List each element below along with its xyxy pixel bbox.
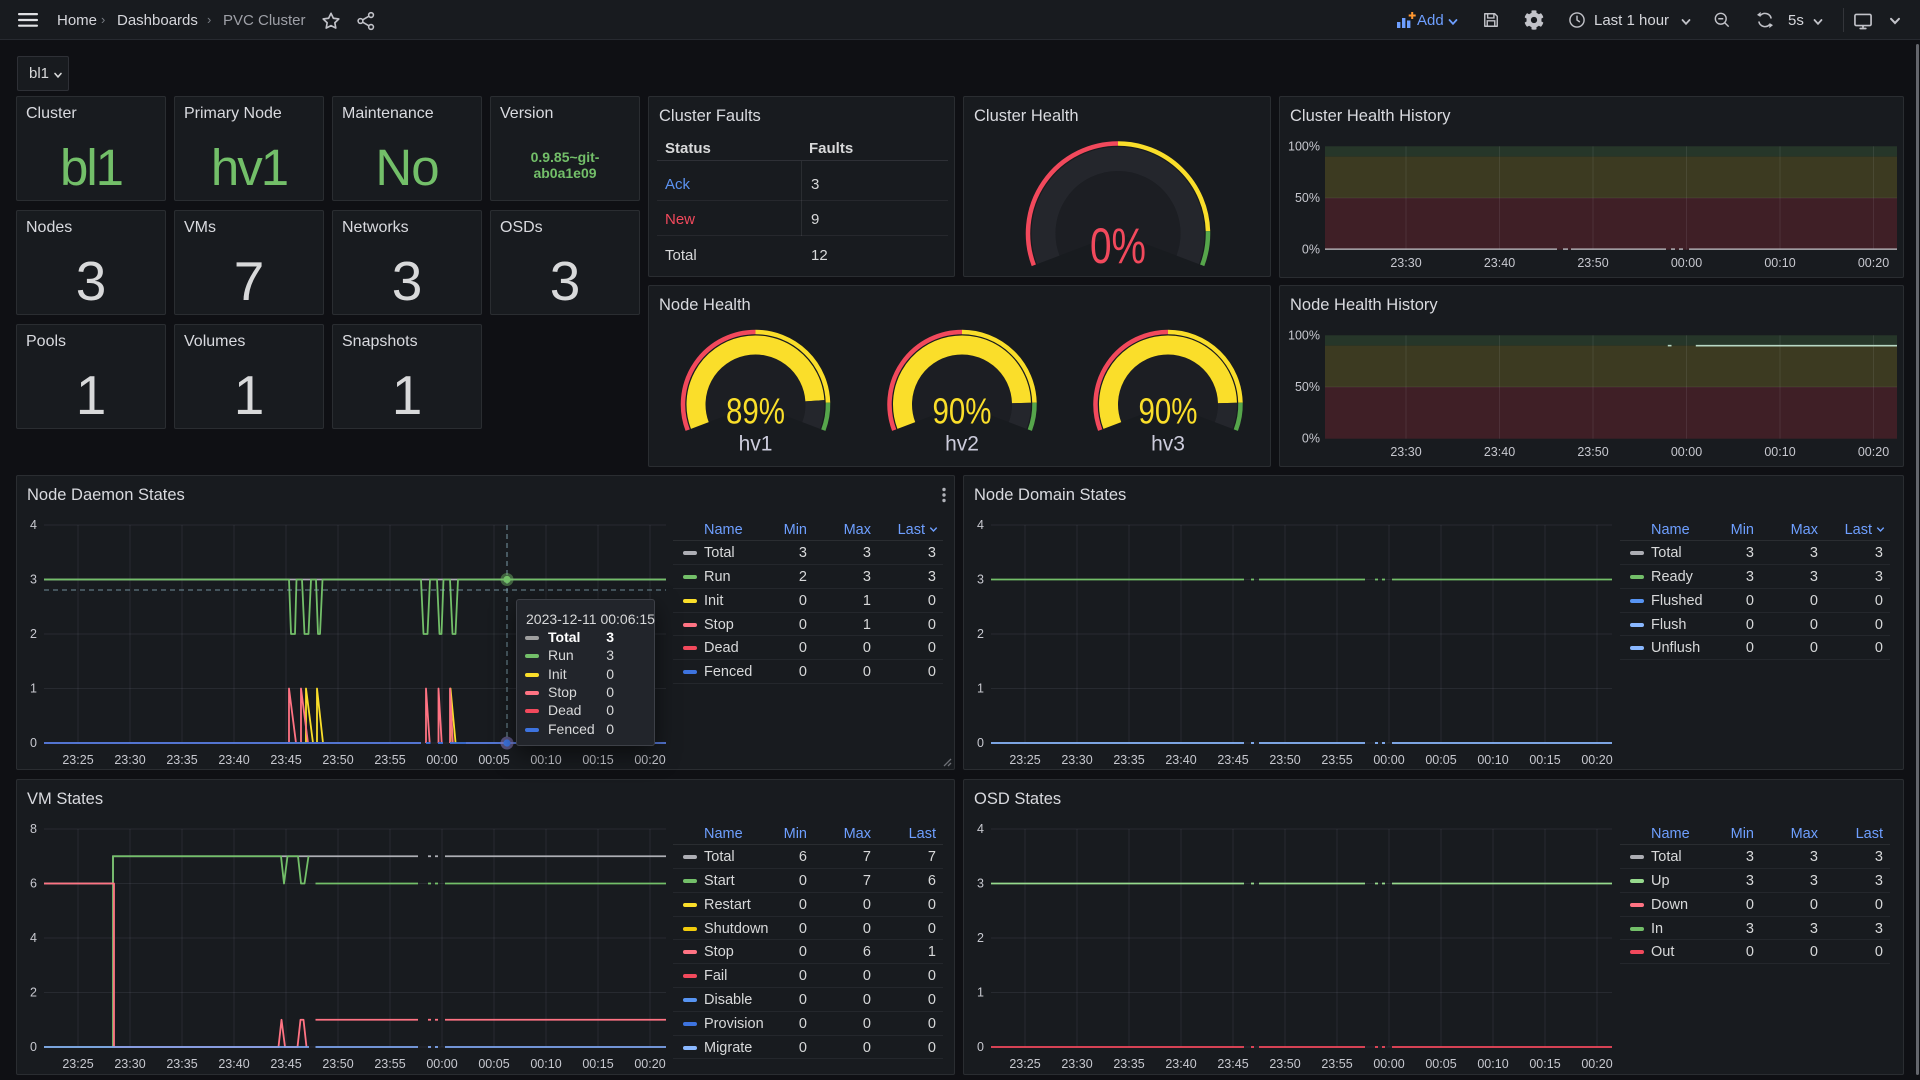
svg-text:23:40: 23:40 xyxy=(218,753,249,767)
svg-text:00:05: 00:05 xyxy=(1425,1057,1456,1071)
svg-text:23:25: 23:25 xyxy=(62,753,93,767)
svg-text:00:05: 00:05 xyxy=(478,753,509,767)
svg-text:0: 0 xyxy=(977,1040,984,1054)
svg-text:0%: 0% xyxy=(1302,243,1320,257)
svg-text:00:20: 00:20 xyxy=(634,1057,665,1071)
svg-text:23:50: 23:50 xyxy=(1577,445,1608,459)
svg-text:23:50: 23:50 xyxy=(1269,753,1300,767)
svg-text:23:40: 23:40 xyxy=(1484,445,1515,459)
svg-text:23:35: 23:35 xyxy=(166,1057,197,1071)
svg-text:23:40: 23:40 xyxy=(1484,256,1515,270)
svg-text:00:10: 00:10 xyxy=(530,753,561,767)
svg-text:00:20: 00:20 xyxy=(1858,256,1889,270)
svg-text:2: 2 xyxy=(977,627,984,641)
svg-text:23:40: 23:40 xyxy=(1165,1057,1196,1071)
svg-text:00:10: 00:10 xyxy=(1764,256,1795,270)
svg-text:00:10: 00:10 xyxy=(1764,445,1795,459)
svg-text:23:50: 23:50 xyxy=(1269,1057,1300,1071)
svg-text:23:25: 23:25 xyxy=(62,1057,93,1071)
svg-text:4: 4 xyxy=(977,822,984,836)
svg-text:00:05: 00:05 xyxy=(1425,753,1456,767)
svg-text:1: 1 xyxy=(977,682,984,696)
svg-text:23:50: 23:50 xyxy=(322,753,353,767)
svg-text:00:20: 00:20 xyxy=(634,753,665,767)
svg-text:0%: 0% xyxy=(1302,432,1320,446)
svg-text:23:40: 23:40 xyxy=(218,1057,249,1071)
svg-text:00:00: 00:00 xyxy=(426,753,457,767)
svg-text:8: 8 xyxy=(30,822,37,836)
svg-text:89%: 89% xyxy=(726,391,785,432)
svg-text:23:55: 23:55 xyxy=(374,1057,405,1071)
svg-text:23:30: 23:30 xyxy=(114,753,145,767)
svg-text:23:45: 23:45 xyxy=(1217,753,1248,767)
svg-text:00:00: 00:00 xyxy=(1373,753,1404,767)
svg-text:00:15: 00:15 xyxy=(1529,753,1560,767)
svg-text:00:05: 00:05 xyxy=(478,1057,509,1071)
svg-text:90%: 90% xyxy=(933,391,992,432)
svg-text:23:30: 23:30 xyxy=(1061,753,1092,767)
svg-text:4: 4 xyxy=(30,931,37,945)
svg-text:23:45: 23:45 xyxy=(270,1057,301,1071)
svg-text:23:35: 23:35 xyxy=(166,753,197,767)
svg-text:23:25: 23:25 xyxy=(1009,753,1040,767)
svg-text:23:30: 23:30 xyxy=(1390,256,1421,270)
svg-text:4: 4 xyxy=(30,518,37,532)
svg-text:23:35: 23:35 xyxy=(1113,753,1144,767)
svg-text:23:25: 23:25 xyxy=(1009,1057,1040,1071)
svg-text:0: 0 xyxy=(30,736,37,750)
svg-text:00:15: 00:15 xyxy=(582,753,613,767)
svg-text:0: 0 xyxy=(977,736,984,750)
svg-text:23:40: 23:40 xyxy=(1165,753,1196,767)
svg-text:23:45: 23:45 xyxy=(270,753,301,767)
svg-text:2: 2 xyxy=(30,986,37,1000)
svg-text:00:00: 00:00 xyxy=(1671,445,1702,459)
svg-text:00:15: 00:15 xyxy=(1529,1057,1560,1071)
svg-text:00:00: 00:00 xyxy=(1373,1057,1404,1071)
svg-text:23:30: 23:30 xyxy=(1061,1057,1092,1071)
svg-text:50%: 50% xyxy=(1295,191,1320,205)
svg-text:2: 2 xyxy=(977,931,984,945)
svg-text:00:15: 00:15 xyxy=(582,1057,613,1071)
svg-text:1: 1 xyxy=(977,986,984,1000)
svg-text:00:00: 00:00 xyxy=(1671,256,1702,270)
svg-text:hv2: hv2 xyxy=(945,433,979,456)
svg-text:00:10: 00:10 xyxy=(1477,1057,1508,1071)
svg-text:23:50: 23:50 xyxy=(322,1057,353,1071)
svg-text:0: 0 xyxy=(30,1040,37,1054)
svg-text:6: 6 xyxy=(30,877,37,891)
svg-text:90%: 90% xyxy=(1139,391,1198,432)
svg-text:23:50: 23:50 xyxy=(1577,256,1608,270)
svg-text:00:20: 00:20 xyxy=(1581,753,1612,767)
svg-text:23:30: 23:30 xyxy=(1390,445,1421,459)
svg-text:23:55: 23:55 xyxy=(374,753,405,767)
svg-text:hv1: hv1 xyxy=(739,433,773,456)
svg-text:00:10: 00:10 xyxy=(530,1057,561,1071)
svg-text:00:20: 00:20 xyxy=(1858,445,1889,459)
svg-text:100%: 100% xyxy=(1288,139,1320,153)
svg-text:4: 4 xyxy=(977,518,984,532)
svg-text:00:00: 00:00 xyxy=(426,1057,457,1071)
svg-text:hv3: hv3 xyxy=(1151,433,1185,456)
svg-text:23:35: 23:35 xyxy=(1113,1057,1144,1071)
svg-text:0%: 0% xyxy=(1090,218,1146,274)
svg-text:23:45: 23:45 xyxy=(1217,1057,1248,1071)
svg-text:3: 3 xyxy=(977,877,984,891)
svg-text:23:30: 23:30 xyxy=(114,1057,145,1071)
svg-text:100%: 100% xyxy=(1288,328,1320,342)
svg-text:1: 1 xyxy=(30,682,37,696)
svg-text:50%: 50% xyxy=(1295,380,1320,394)
svg-text:3: 3 xyxy=(30,573,37,587)
svg-text:23:55: 23:55 xyxy=(1321,753,1352,767)
svg-text:3: 3 xyxy=(977,573,984,587)
svg-text:00:10: 00:10 xyxy=(1477,753,1508,767)
svg-text:23:55: 23:55 xyxy=(1321,1057,1352,1071)
svg-text:00:20: 00:20 xyxy=(1581,1057,1612,1071)
svg-text:2: 2 xyxy=(30,627,37,641)
